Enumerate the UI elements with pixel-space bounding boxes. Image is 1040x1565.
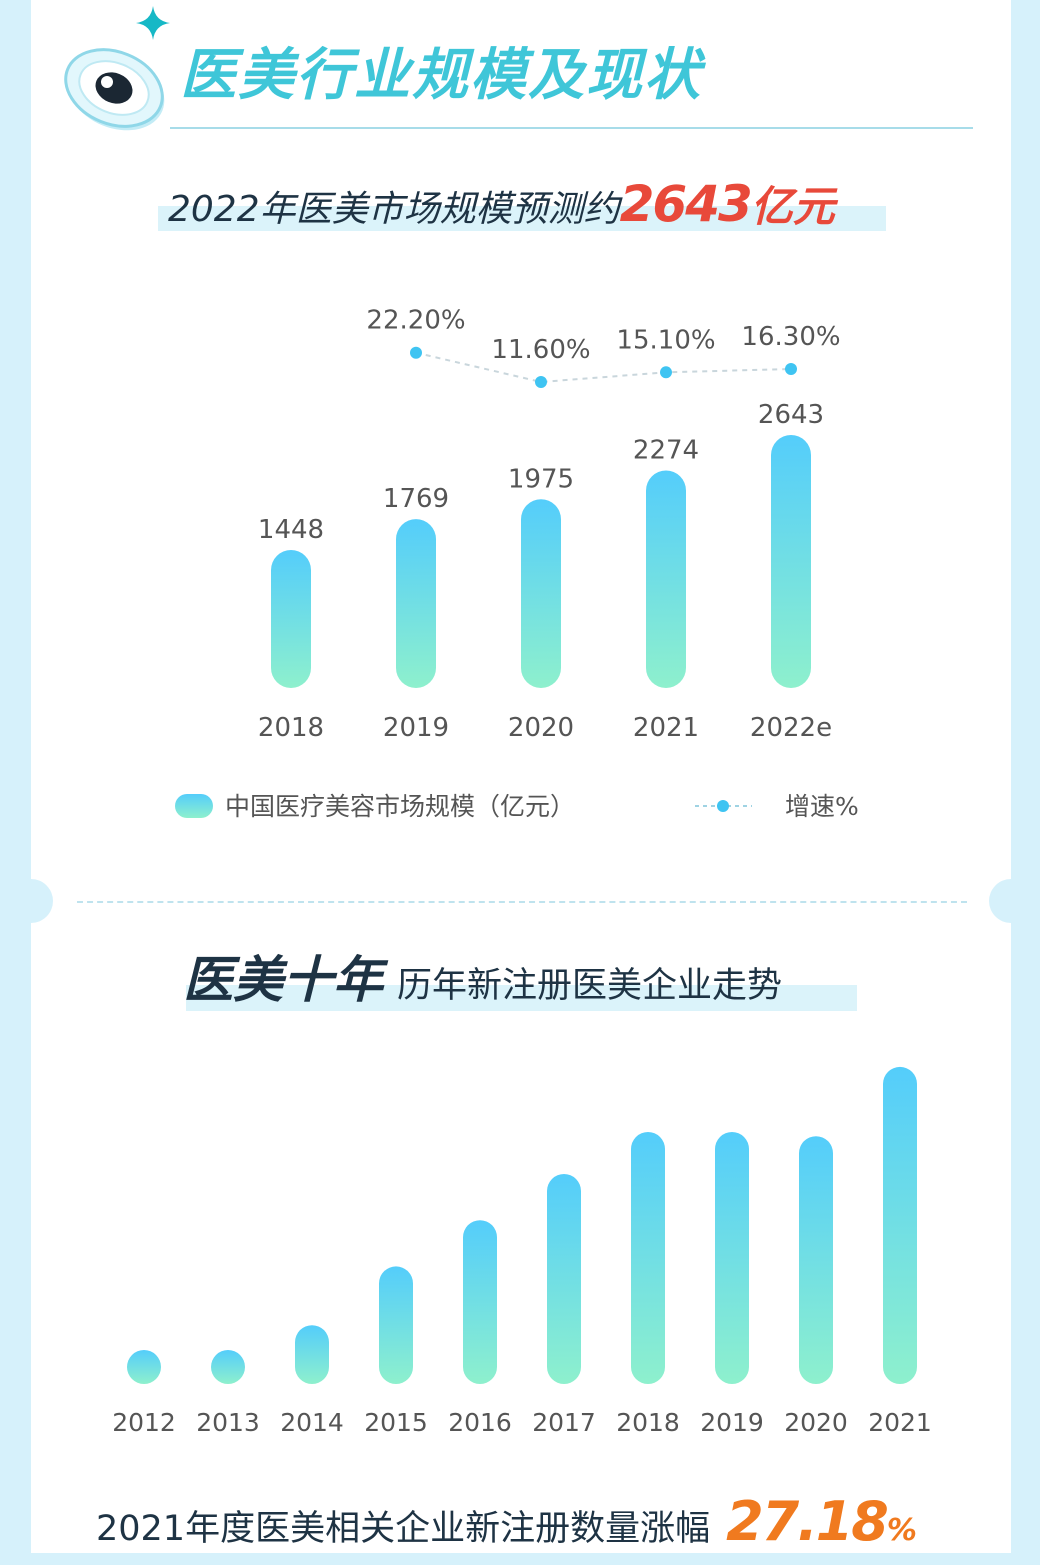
footer-unit: %: [886, 1513, 917, 1548]
legend-line-label: 增速%: [785, 792, 859, 821]
headline1-highlight: [158, 206, 886, 231]
registration-year-label: 2019: [700, 1408, 764, 1437]
growth-label: 16.30%: [741, 322, 840, 352]
headline1-text: 2022年医美市场规模预测约: [168, 189, 620, 230]
headline-decade: 医美十年 历年新注册医美企业走势: [183, 950, 782, 1022]
section-divider: [77, 901, 967, 903]
headline1-unit: 亿元: [750, 182, 835, 231]
market-year-label: 2022e: [750, 713, 832, 743]
registration-year-label: 2017: [532, 1408, 596, 1437]
registration-year-label: 2012: [112, 1408, 176, 1437]
growth-point: [785, 363, 797, 375]
market-value-label: 2274: [633, 436, 699, 466]
market-year-label: 2021: [633, 713, 699, 743]
footer-text: 2021年度医美相关企业新注册数量涨幅: [96, 1509, 711, 1549]
registration-bar-2012: [127, 1350, 161, 1384]
growth-label: 22.20%: [366, 306, 465, 336]
infographic-card: [31, 0, 1011, 1553]
market-value-label: 1975: [508, 464, 574, 494]
legend-bar-swatch: [175, 794, 213, 818]
registration-bar-2018: [631, 1132, 665, 1384]
legend-bar-label: 中国医疗美容市场规模（亿元）: [225, 792, 575, 821]
market-bar-2019: [396, 519, 436, 688]
registration-bar-2014: [295, 1325, 329, 1384]
legend-line-dot: [717, 800, 729, 812]
growth-line: [415, 351, 792, 383]
growth-point: [660, 366, 672, 379]
market-size-chart: 1448 2018 1769 2019 22.20% 1975 2020 11.60% 2274…: [175, 306, 859, 821]
registration-year-label: 2021: [868, 1408, 932, 1437]
registration-year-label: 2020: [784, 1408, 848, 1437]
sparkle-icon: [136, 6, 170, 40]
registration-year-label: 2014: [280, 1408, 344, 1437]
market-value-label: 2643: [758, 400, 824, 430]
market-year-label: 2020: [508, 713, 574, 743]
registration-bar-2013: [211, 1350, 245, 1384]
registration-bar-2020: [799, 1136, 833, 1384]
market-bar-2020: [521, 499, 561, 688]
title-underline: [170, 127, 973, 129]
registration-bar-2017: [547, 1174, 581, 1384]
market-bar-2018: [271, 550, 311, 688]
headline2-highlight: [186, 985, 857, 1011]
registration-bar-2021: [883, 1066, 917, 1384]
growth-label: 15.10%: [616, 325, 715, 355]
registration-bar-2019: [715, 1132, 749, 1384]
left-notch: [9, 879, 53, 923]
registration-year-label: 2015: [364, 1408, 428, 1437]
registration-year-label: 2016: [448, 1408, 512, 1437]
registration-year-label: 2013: [196, 1408, 260, 1437]
headline2-text: 历年新注册医美企业走势: [397, 966, 783, 1006]
market-bar-2021: [646, 470, 686, 688]
section-title: 医美行业规模及现状: [180, 43, 702, 108]
market-value-label: 1769: [383, 484, 449, 514]
market-value-label: 1448: [258, 515, 324, 545]
growth-point: [535, 375, 547, 388]
headline1-value: 2643: [619, 175, 753, 233]
market-year-label: 2019: [383, 713, 449, 743]
registration-year-label: 2018: [616, 1408, 680, 1437]
registration-bar-2016: [463, 1220, 497, 1384]
right-notch: [989, 879, 1033, 923]
market-bar-2022e: [771, 435, 811, 688]
growth-point: [410, 346, 422, 359]
footer-growth: 2021年度医美相关企业新注册数量涨幅 27.18%: [96, 1492, 917, 1565]
registration-bar-2015: [379, 1266, 413, 1384]
eye-logo-icon: [64, 48, 165, 131]
headline2-bold: 医美十年: [183, 951, 383, 1009]
growth-label: 11.60%: [491, 335, 590, 365]
headline-market-size: 2022年医美市场规模预测约2643亿元: [168, 179, 835, 234]
market-year-label: 2018: [258, 713, 324, 743]
registration-chart: 2012 2013 2014 2015 2016 2017 2018 2019 2020 2021: [112, 1066, 932, 1437]
footer-value: 27.18: [726, 1490, 889, 1553]
